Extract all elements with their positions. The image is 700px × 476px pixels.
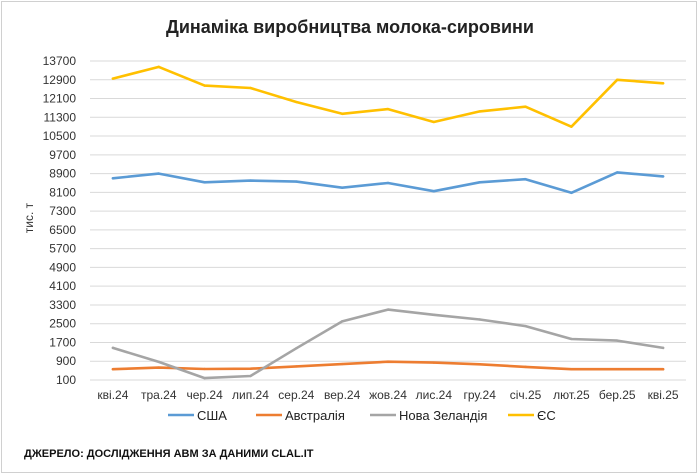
legend-label: ЄС <box>537 408 556 423</box>
data-point <box>524 178 527 181</box>
data-point <box>340 320 344 323</box>
x-tick-label: кві.25 <box>648 388 679 402</box>
data-point <box>432 313 436 316</box>
y-tick-label: 4900 <box>49 260 76 274</box>
data-point <box>203 367 206 371</box>
data-point <box>111 346 115 350</box>
y-tick-label: 100 <box>56 373 76 387</box>
data-point <box>616 368 619 371</box>
x-tick-label: січ.25 <box>510 388 542 402</box>
source-note: ДЖЕРЕЛО: ДОСЛІДЖЕННЯ АВМ ЗА ДАНИМИ CLAL.… <box>24 448 314 460</box>
data-point <box>340 186 344 189</box>
chart-title: Динаміка виробництва молока-сировини <box>166 17 534 37</box>
x-tick-label: лип.24 <box>232 388 269 402</box>
y-tick-label: 5700 <box>49 242 76 256</box>
y-tick-label: 900 <box>56 354 76 368</box>
data-point <box>386 107 390 111</box>
y-tick-label: 9700 <box>49 148 76 162</box>
data-point <box>295 365 298 368</box>
y-tick-label: 12100 <box>43 92 77 106</box>
x-tick-label: вер.24 <box>324 388 361 402</box>
legend-label: США <box>197 408 227 423</box>
data-point <box>570 368 573 371</box>
data-point <box>111 177 115 180</box>
y-tick-label: 13700 <box>43 54 77 68</box>
data-point <box>661 82 665 85</box>
y-tick-label: 10500 <box>43 129 77 143</box>
data-point <box>570 191 573 195</box>
y-tick-label: 1700 <box>49 335 76 349</box>
data-point <box>386 308 390 311</box>
data-point <box>203 84 206 87</box>
x-tick-label: бер.25 <box>599 388 636 402</box>
data-point <box>249 179 252 182</box>
series-lines <box>111 65 665 380</box>
legend-label: Австралія <box>285 408 345 423</box>
data-point <box>203 376 206 380</box>
data-point <box>340 112 344 115</box>
data-point <box>661 368 665 371</box>
data-point <box>157 172 160 175</box>
x-axis-ticks: кві.24 тра.24 чер.24 лип.24 сер.24 вер.24 жов.… <box>97 388 678 402</box>
x-tick-label: сер.24 <box>278 388 314 402</box>
data-point <box>295 347 298 350</box>
x-tick-label: жов.24 <box>369 388 407 402</box>
data-point <box>661 175 665 178</box>
data-point <box>157 65 160 69</box>
x-tick-label: чер.24 <box>186 388 223 402</box>
data-point <box>111 77 115 80</box>
data-point <box>249 86 252 90</box>
data-point <box>157 360 160 364</box>
data-point <box>157 366 160 369</box>
data-point <box>524 324 527 328</box>
data-point <box>295 180 298 183</box>
data-point <box>524 105 527 108</box>
y-tick-label: 12900 <box>43 73 77 87</box>
legend: США Австралія Нова Зеландія ЄС <box>168 408 556 423</box>
data-point <box>478 363 481 366</box>
data-point <box>203 181 206 184</box>
legend-label: Нова Зеландія <box>399 408 487 423</box>
y-tick-label: 7300 <box>49 204 76 218</box>
data-point <box>478 318 481 321</box>
x-tick-label: гру.24 <box>463 388 496 402</box>
x-tick-label: кві.24 <box>97 388 128 402</box>
data-point <box>616 78 619 81</box>
y-tick-label: 8900 <box>49 167 76 181</box>
data-point <box>249 367 252 370</box>
x-tick-label: лют.25 <box>553 388 590 402</box>
data-point <box>295 100 298 104</box>
y-tick-label: 8100 <box>49 185 76 199</box>
y-tick-label: 6500 <box>49 223 76 237</box>
y-tick-label: 11300 <box>44 110 77 124</box>
data-point <box>616 171 619 174</box>
y-axis-label: тис. т <box>22 202 36 233</box>
data-point <box>386 181 390 185</box>
data-point <box>570 337 573 341</box>
data-point <box>478 110 481 113</box>
data-point <box>570 125 573 128</box>
data-point <box>111 368 115 371</box>
x-tick-label: тра.24 <box>141 388 177 402</box>
data-point <box>340 362 344 366</box>
data-point <box>661 346 665 350</box>
data-point <box>524 365 527 369</box>
data-point <box>616 339 619 342</box>
gridlines <box>90 60 686 381</box>
y-tick-label: 3300 <box>49 298 76 312</box>
data-point <box>432 189 436 193</box>
y-tick-label: 4100 <box>49 279 76 293</box>
data-point <box>386 360 390 363</box>
x-tick-label: лис.24 <box>416 388 453 402</box>
data-point <box>432 120 436 124</box>
data-point <box>432 361 436 364</box>
data-point <box>249 374 252 378</box>
data-point <box>478 181 481 184</box>
y-axis-ticks: 13700 12900 12100 11300 10500 9700 8900 8100 730… <box>43 54 77 387</box>
y-tick-label: 2500 <box>49 317 76 331</box>
